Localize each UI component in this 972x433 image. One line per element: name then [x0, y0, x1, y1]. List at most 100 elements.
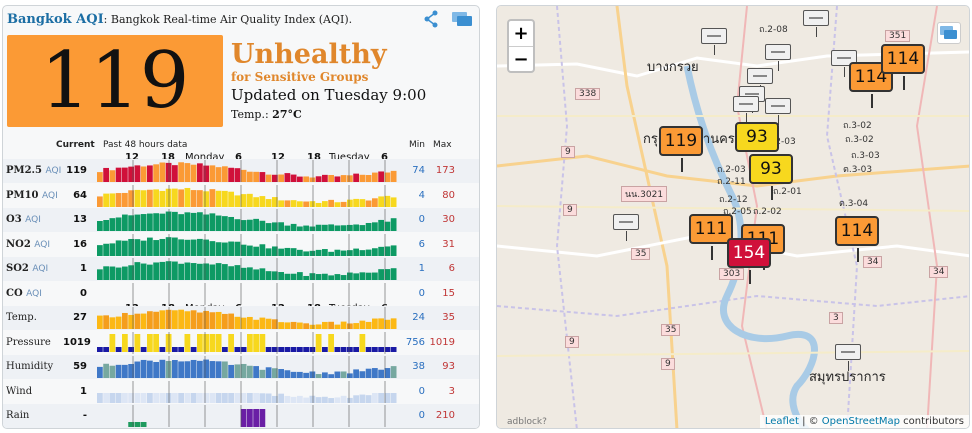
road-shield: นน.3021: [621, 186, 668, 202]
col-min: Min: [409, 140, 425, 150]
windows-icon[interactable]: [451, 11, 473, 27]
row-sparkline: [132, 282, 386, 305]
row-rain: Rain - 0 210: [3, 404, 479, 428]
road-shield: 303: [719, 268, 745, 280]
aqi-value: 119: [40, 36, 190, 126]
road-label: ถ.2-05: [723, 207, 752, 217]
row-current: 0: [80, 287, 87, 299]
row-sparkline: [97, 258, 397, 280]
station-marker-nodata[interactable]: [701, 28, 727, 55]
header-description: : Bangkok Real-time Air Quality Index (A…: [103, 13, 353, 26]
station-marker-nodata[interactable]: [765, 44, 791, 71]
zoom-in-button[interactable]: +: [513, 23, 529, 44]
station-marker[interactable]: 119: [659, 126, 703, 172]
row-o3: O3 AQI 13 0 30: [3, 208, 479, 232]
row-label: PM2.5 AQI: [6, 165, 62, 176]
row-label: Temp.: [6, 312, 37, 323]
road-shield: 35: [661, 324, 681, 336]
row-temp: Temp. 27 24 35: [3, 306, 479, 330]
row-sparkline: [128, 405, 386, 427]
road-shield: 3: [829, 312, 843, 324]
row-max: 35: [442, 312, 455, 323]
osm-link[interactable]: OpenStreetMap: [821, 416, 900, 427]
row-label: SO2 AQI: [6, 263, 49, 274]
station-marker-nodata[interactable]: [765, 98, 791, 125]
row-max: 173: [435, 165, 455, 176]
road-shield: 35: [631, 248, 651, 260]
row-wind: Wind 1 0 3: [3, 380, 479, 404]
row-min: 24: [412, 312, 425, 323]
col-current: Current: [56, 140, 95, 150]
row-pressure: Pressure 1019 756 1019: [3, 331, 479, 355]
road-shield: 9: [563, 204, 577, 216]
row-pm10: PM10 AQI 64 4 80: [3, 184, 479, 208]
station-marker[interactable]: 93: [735, 122, 779, 168]
row-max: 80: [442, 189, 455, 201]
header-icons: [423, 10, 473, 28]
road-label: ถ.2-03: [767, 137, 796, 147]
station-marker-nodata[interactable]: [613, 214, 639, 241]
row-humidity: Humidity 59 38 93: [3, 355, 479, 379]
row-max: 93: [442, 361, 455, 372]
road-label: ต.3-04: [839, 199, 869, 209]
zoom-control: + −: [507, 19, 535, 73]
row-min: 38: [412, 361, 425, 372]
row-sparkline: [97, 331, 397, 354]
row-label: CO AQI: [6, 287, 42, 299]
row-label: Wind: [6, 385, 33, 397]
station-marker[interactable]: 114: [849, 62, 893, 108]
station-marker[interactable]: 111: [689, 214, 733, 260]
row-sparkline: [97, 184, 397, 207]
row-so2: SO2 AQI 1 1 6: [3, 257, 479, 281]
row-current: 119: [66, 165, 87, 176]
station-marker[interactable]: 93: [749, 154, 793, 200]
road-label: ต.3-03: [843, 165, 873, 175]
road-shield: 351: [885, 30, 911, 42]
row-min: 756: [405, 336, 425, 348]
row-max: 15: [442, 287, 455, 299]
row-max: 31: [442, 238, 455, 250]
leaflet-link[interactable]: Leaflet: [764, 416, 799, 427]
road-label: ถ.3-02: [843, 121, 872, 131]
row-min: 0: [418, 385, 425, 397]
station-marker[interactable]: 114: [835, 216, 879, 262]
map-panel[interactable]: + − บางกรวย กรุงเทพมหานคร สมุทรปราการ 33…: [496, 5, 970, 429]
row-current: -: [82, 410, 87, 421]
row-sparkline: [97, 356, 397, 378]
row-min: 1: [418, 263, 425, 274]
road-shield: 34: [863, 256, 883, 268]
road-shield: 9: [565, 336, 579, 348]
row-label: Rain: [6, 410, 30, 421]
row-current: 1019: [63, 336, 91, 348]
station-marker-nodata[interactable]: [747, 68, 773, 95]
road-label: ถ.2-01: [773, 187, 802, 197]
row-label: PM10 AQI: [6, 189, 58, 201]
zoom-out-button[interactable]: −: [509, 46, 533, 71]
share-icon[interactable]: [423, 10, 439, 28]
row-min: 4: [418, 189, 425, 201]
station-marker-nodata[interactable]: [733, 96, 759, 123]
row-current: 59: [73, 361, 87, 372]
road-shield: 338: [575, 88, 601, 100]
row-sparkline: [97, 233, 397, 256]
map-windows-icon[interactable]: [937, 22, 961, 44]
row-max: 1019: [429, 336, 455, 348]
row-label: Humidity: [6, 361, 54, 372]
row-min: 0: [418, 287, 425, 299]
road-label: ถ.2-02: [753, 207, 782, 217]
station-marker-nodata[interactable]: [835, 344, 861, 371]
aqi-panel: Bangkok AQI: Bangkok Real-time Air Quali…: [2, 5, 480, 429]
row-min: 0: [418, 410, 425, 421]
map-attribution: Leaflet | © OpenStreetMap contributors: [759, 415, 969, 428]
header: Bangkok AQI: Bangkok Real-time Air Quali…: [7, 12, 352, 27]
road-shield: 9: [661, 358, 675, 370]
station-marker[interactable]: 154: [727, 238, 771, 284]
city-title[interactable]: Bangkok AQI: [7, 12, 104, 27]
station-marker[interactable]: 114: [881, 44, 925, 90]
station-marker-nodata[interactable]: [803, 10, 829, 37]
row-sparkline: [97, 307, 397, 329]
row-sparkline: [97, 209, 397, 231]
updated-time: Updated on Tuesday 9:00: [231, 86, 427, 104]
row-max: 30: [442, 214, 455, 225]
road-label: ถ.2-03: [717, 165, 746, 175]
